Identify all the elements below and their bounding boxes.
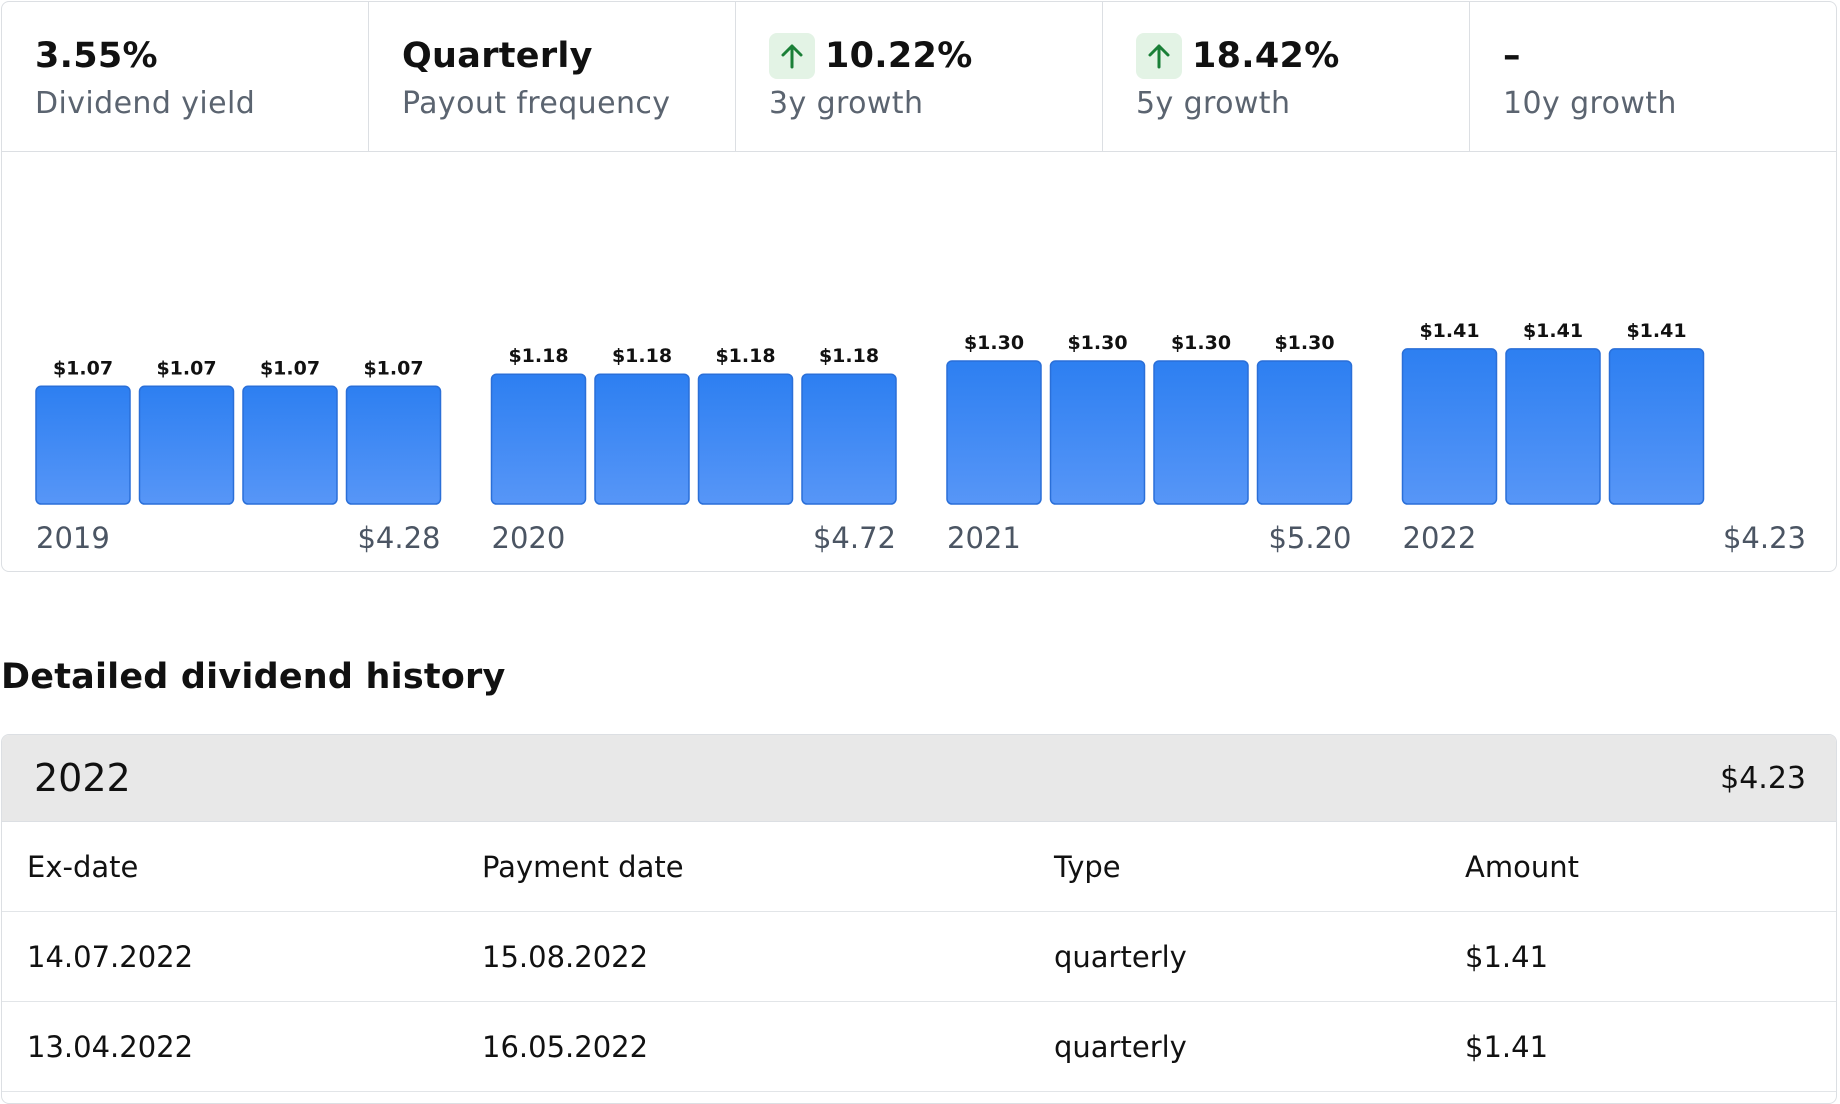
bar [1153, 360, 1249, 505]
bar-value-label: $1.07 [53, 357, 113, 379]
stat-value: Quarterly [402, 36, 593, 76]
dividend-history-table: 2022 $4.23 Ex-date Payment date Type Amo… [1, 734, 1837, 1104]
section-title: Detailed dividend history [1, 657, 506, 697]
stat-label: 5y growth [1136, 86, 1291, 121]
table-header-row: Ex-date Payment date Type Amount [2, 822, 1836, 912]
year-label: 2020 [492, 521, 566, 555]
bar [1401, 348, 1498, 505]
stat-dividend-yield: 3.55% Dividend yield [2, 2, 369, 151]
year-header[interactable]: 2022 $4.23 [2, 735, 1836, 822]
bar-value-label: $1.41 [1523, 320, 1583, 342]
chart-svg: $1.07 $1.07 $1.07 $1.07 2019 $4.28 $1.18 $1.18 $… [35, 320, 1806, 555]
bar [1505, 348, 1601, 505]
payment-date-cell: 15.08.2022 [482, 939, 649, 974]
bar [490, 373, 587, 505]
bar-value-label: $1.30 [1171, 332, 1231, 354]
bar [1049, 360, 1146, 505]
bar [345, 385, 442, 505]
bar [35, 385, 131, 505]
type-cell: quarterly [1054, 939, 1187, 974]
arrow-up-icon [769, 33, 815, 79]
bar-value-label: $1.07 [260, 357, 320, 379]
year-total: $4.23 [1720, 760, 1806, 796]
column-header-payment-date: Payment date [482, 849, 684, 884]
stat-3y-growth: 10.22% 3y growth [736, 2, 1103, 151]
bar [138, 385, 235, 505]
year-title: 2022 [34, 756, 131, 800]
bar-value-label: $1.18 [819, 345, 879, 367]
bar [594, 373, 690, 505]
stat-label: Payout frequency [402, 86, 671, 121]
year-total-label: $4.72 [813, 521, 896, 555]
bar-value-label: $1.07 [156, 357, 216, 379]
column-header-type: Type [1054, 849, 1121, 884]
bar-value-label: $1.30 [1067, 332, 1127, 354]
bar-value-label: $1.41 [1419, 320, 1479, 342]
stats-row: 3.55% Dividend yield Quarterly Payout fr… [2, 2, 1836, 152]
year-total-label: $4.28 [357, 521, 440, 555]
column-header-ex-date: Ex-date [27, 849, 139, 884]
arrow-up-icon [1136, 33, 1182, 79]
stat-label: 10y growth [1503, 86, 1677, 121]
amount-cell: $1.41 [1465, 939, 1549, 974]
bar-value-label: $1.18 [612, 345, 672, 367]
table-row: 14.07.2022 15.08.2022 quarterly $1.41 [2, 912, 1836, 1002]
bar [801, 373, 897, 505]
bar [242, 385, 338, 505]
bar [697, 373, 794, 505]
ex-date-cell: 14.07.2022 [27, 939, 194, 974]
bar [946, 360, 1042, 505]
year-label: 2022 [1403, 521, 1477, 555]
table-row: 13.04.2022 16.05.2022 quarterly $1.41 [2, 1002, 1836, 1092]
bar-value-label: $1.30 [1274, 332, 1334, 354]
stat-value: 18.42% [1192, 36, 1340, 76]
stat-value: 3.55% [35, 36, 158, 76]
dividend-summary-card: 3.55% Dividend yield Quarterly Payout fr… [1, 1, 1837, 572]
ex-date-cell: 13.04.2022 [27, 1029, 194, 1064]
bar [1608, 348, 1705, 505]
stat-label: Dividend yield [35, 86, 256, 121]
bar-value-label: $1.41 [1626, 320, 1686, 342]
bar [1256, 360, 1353, 505]
bar-value-label: $1.07 [363, 357, 423, 379]
stat-value: 10.22% [825, 36, 973, 76]
type-cell: quarterly [1054, 1029, 1187, 1064]
stat-label: 3y growth [769, 86, 924, 121]
stat-10y-growth: – 10y growth [1470, 2, 1836, 151]
year-label: 2019 [36, 521, 110, 555]
year-total-label: $5.20 [1268, 521, 1351, 555]
amount-cell: $1.41 [1465, 1029, 1549, 1064]
payment-date-cell: 16.05.2022 [482, 1029, 649, 1064]
column-header-amount: Amount [1465, 849, 1579, 884]
stat-payout-frequency: Quarterly Payout frequency [369, 2, 736, 151]
year-total-label: $4.23 [1723, 521, 1806, 555]
stat-value: – [1503, 36, 1521, 76]
bar-value-label: $1.30 [964, 332, 1024, 354]
year-label: 2021 [947, 521, 1021, 555]
bar-value-label: $1.18 [715, 345, 775, 367]
dividend-bar-chart: $1.07 $1.07 $1.07 $1.07 2019 $4.28 $1.18 $1.18 $… [2, 152, 1836, 571]
stat-5y-growth: 18.42% 5y growth [1103, 2, 1470, 151]
bar-value-label: $1.18 [508, 345, 568, 367]
